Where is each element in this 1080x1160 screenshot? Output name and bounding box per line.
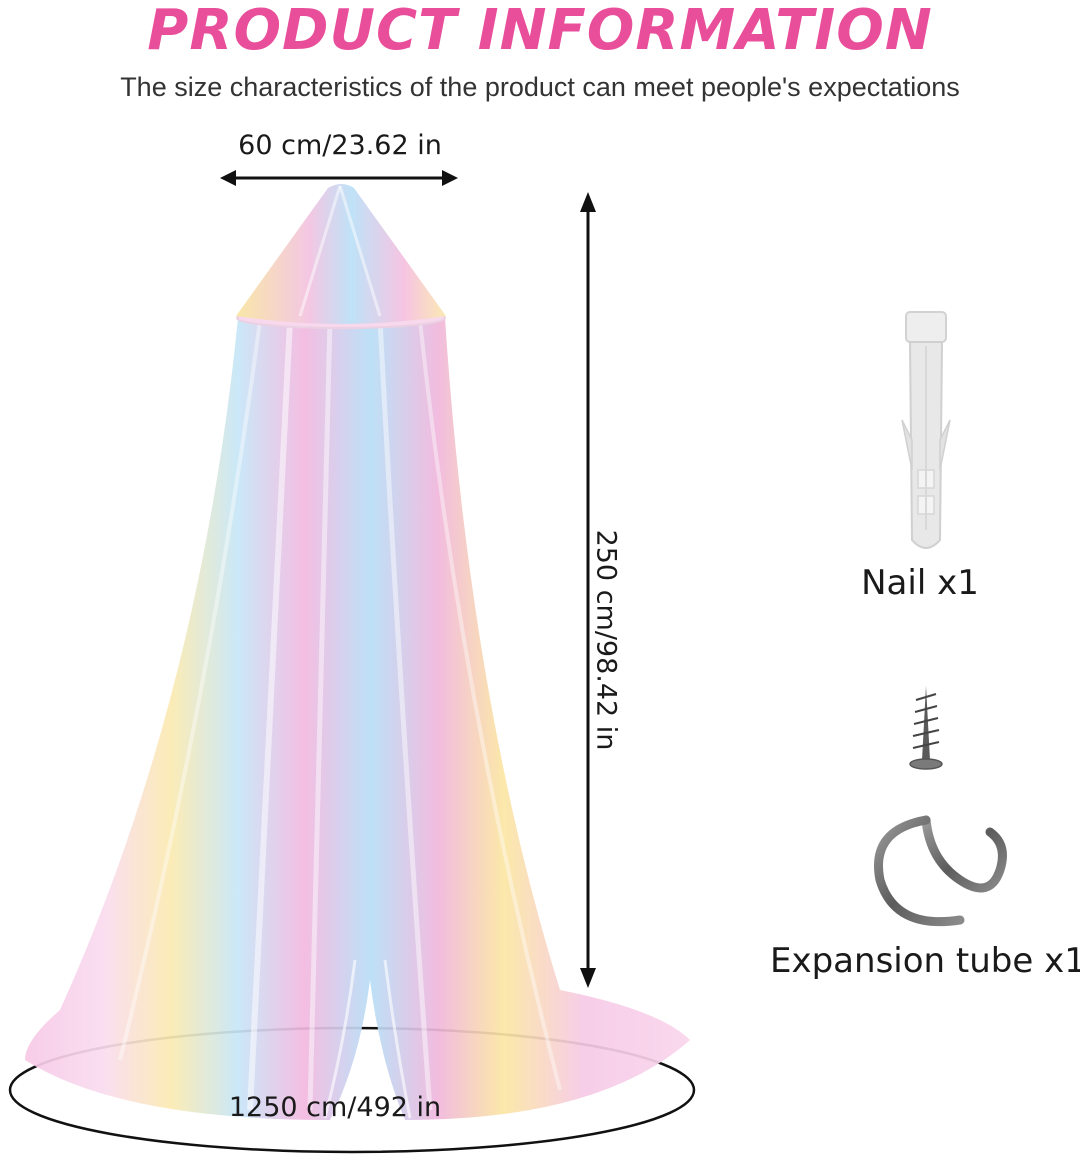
bottom-diameter-label: 1250 cm/492 in <box>228 1092 442 1123</box>
canopy-image <box>25 184 690 1120</box>
top-width-label: 60 cm/23.62 in <box>238 130 442 161</box>
hook-image <box>874 686 1007 927</box>
page-subtitle: The size characteristics of the product … <box>120 72 960 102</box>
top-width-arrow <box>220 170 458 186</box>
height-arrow <box>580 192 596 988</box>
height-label: 250 cm/98.42 in <box>590 529 622 751</box>
nail-image <box>901 311 951 549</box>
page-title: PRODUCT INFORMATION <box>147 0 933 63</box>
nail-label: Nail x1 <box>861 563 979 603</box>
expansion-tube-label: Expansion tube x1 <box>770 941 1080 981</box>
